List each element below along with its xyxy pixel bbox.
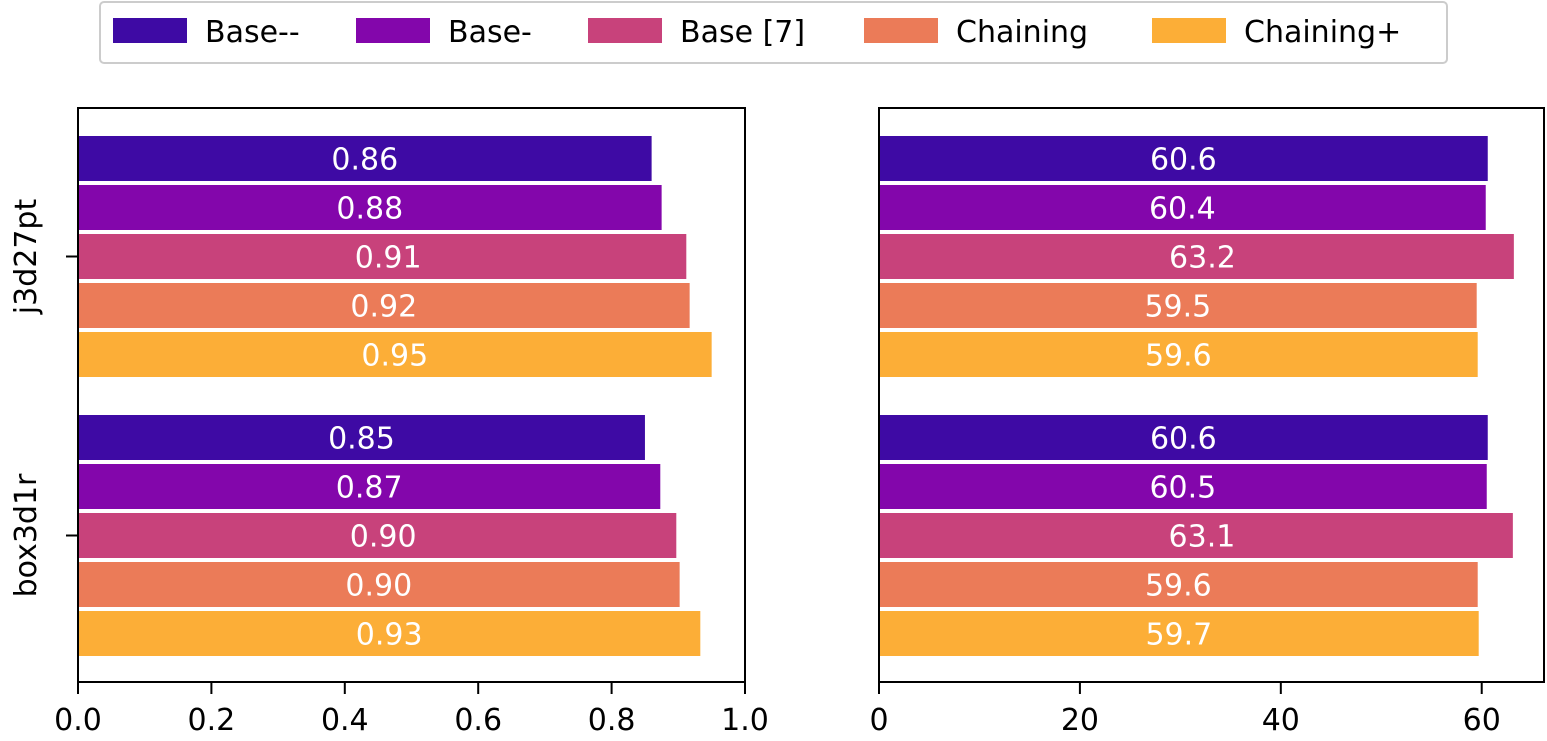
bar-label-box3d1r-base: 0.87 (336, 471, 403, 506)
bar-label-box3d1r-chaining: 59.7 (1145, 618, 1212, 653)
x-tick-label: 1.0 (721, 703, 769, 738)
bar-label-box3d1r-chaining: 59.6 (1145, 569, 1212, 604)
bar-j3d27pt-base (879, 185, 1486, 230)
bar-label-j3d27pt-chaining: 0.95 (361, 339, 428, 374)
bar-label-box3d1r-base: 60.5 (1149, 471, 1216, 506)
bar-box3d1r-base-7 (78, 513, 677, 558)
bar-j3d27pt-chaining (78, 283, 690, 328)
bar-label-j3d27pt-base: 0.88 (336, 192, 403, 227)
legend-label-base: Base- (448, 15, 532, 50)
bar-label-j3d27pt-chaining: 59.6 (1145, 339, 1212, 374)
x-tick-label: 0.6 (454, 703, 502, 738)
bar-box3d1r-chaining (879, 611, 1479, 656)
bar-j3d27pt-base (78, 136, 652, 181)
bar-label-j3d27pt-base-7: 0.91 (355, 241, 422, 276)
bar-j3d27pt-base (879, 136, 1488, 181)
legend: Base-- Base- Base [7] Chaining Chaining+ (99, 1, 1448, 64)
x-tick-label: 0.8 (588, 703, 636, 738)
bar-j3d27pt-base-7 (879, 234, 1514, 279)
bar-j3d27pt-base (78, 185, 662, 230)
x-tick-label: 40 (1262, 703, 1300, 738)
bar-j3d27pt-chaining (78, 332, 712, 377)
bar-label-j3d27pt-base-7: 63.2 (1169, 241, 1236, 276)
bar-label-j3d27pt-chaining: 59.5 (1144, 290, 1211, 325)
bar-box3d1r-base (78, 464, 661, 509)
x-tick-label: 20 (1061, 703, 1099, 738)
x-tick-label: 0.2 (188, 703, 236, 738)
x-tick-label: 0.4 (321, 703, 369, 738)
legend-label-base: Base-- (205, 15, 300, 50)
bar-box3d1r-base (78, 415, 645, 460)
bar-label-box3d1r-base: 0.85 (328, 422, 395, 457)
legend-swatch-chaining (1152, 18, 1226, 43)
bar-j3d27pt-chaining (879, 283, 1477, 328)
x-tick-label: 60 (1463, 703, 1501, 738)
legend-frame (99, 1, 1448, 64)
legend-swatch-base (356, 18, 430, 43)
bar-label-box3d1r-base-7: 0.90 (350, 520, 417, 555)
x-tick-label: 0 (869, 703, 888, 738)
bar-box3d1r-base-7 (879, 513, 1513, 558)
left-chart-panel: 0.86 0.85 0.88 0.87 0.91 0.90 0.92 0.90 0.95 0.93… (9, 107, 769, 738)
bar-j3d27pt-base-7 (78, 234, 687, 279)
bar-label-j3d27pt-base: 60.4 (1149, 192, 1216, 227)
bar-label-box3d1r-chaining: 0.93 (356, 618, 423, 653)
bar-box3d1r-chaining (78, 611, 701, 656)
bar-box3d1r-chaining (879, 562, 1478, 607)
right-chart-panel: 60.6 60.6 60.4 60.5 63.2 63.1 59.5 59.6 59.6 59.7… (869, 107, 1545, 738)
bar-box3d1r-base (879, 464, 1487, 509)
bar-label-j3d27pt-base: 0.86 (331, 143, 398, 178)
bar-label-box3d1r-chaining: 0.90 (345, 569, 412, 604)
bar-box3d1r-chaining (78, 562, 680, 607)
legend-label-base-7: Base [7] (680, 15, 805, 50)
axes-frame (878, 107, 1545, 683)
bar-label-box3d1r-base: 60.6 (1150, 422, 1217, 457)
legend-swatch-chaining (864, 18, 938, 43)
legend-swatch-base (113, 18, 187, 43)
category-label-j3d27pt: j3d27pt (9, 199, 44, 316)
category-label-box3d1r: box3d1r (9, 473, 44, 597)
legend-label-chaining: Chaining (956, 15, 1088, 50)
bar-label-j3d27pt-chaining: 0.92 (350, 290, 417, 325)
bar-label-box3d1r-base-7: 63.1 (1169, 520, 1236, 555)
x-tick-label: 0.0 (54, 703, 102, 738)
bar-box3d1r-base (879, 415, 1488, 460)
bar-j3d27pt-chaining (879, 332, 1478, 377)
legend-label-chaining: Chaining+ (1244, 15, 1401, 50)
axes-frame (77, 107, 746, 683)
bar-label-j3d27pt-base: 60.6 (1150, 143, 1217, 178)
legend-swatch-base-7 (588, 18, 662, 43)
